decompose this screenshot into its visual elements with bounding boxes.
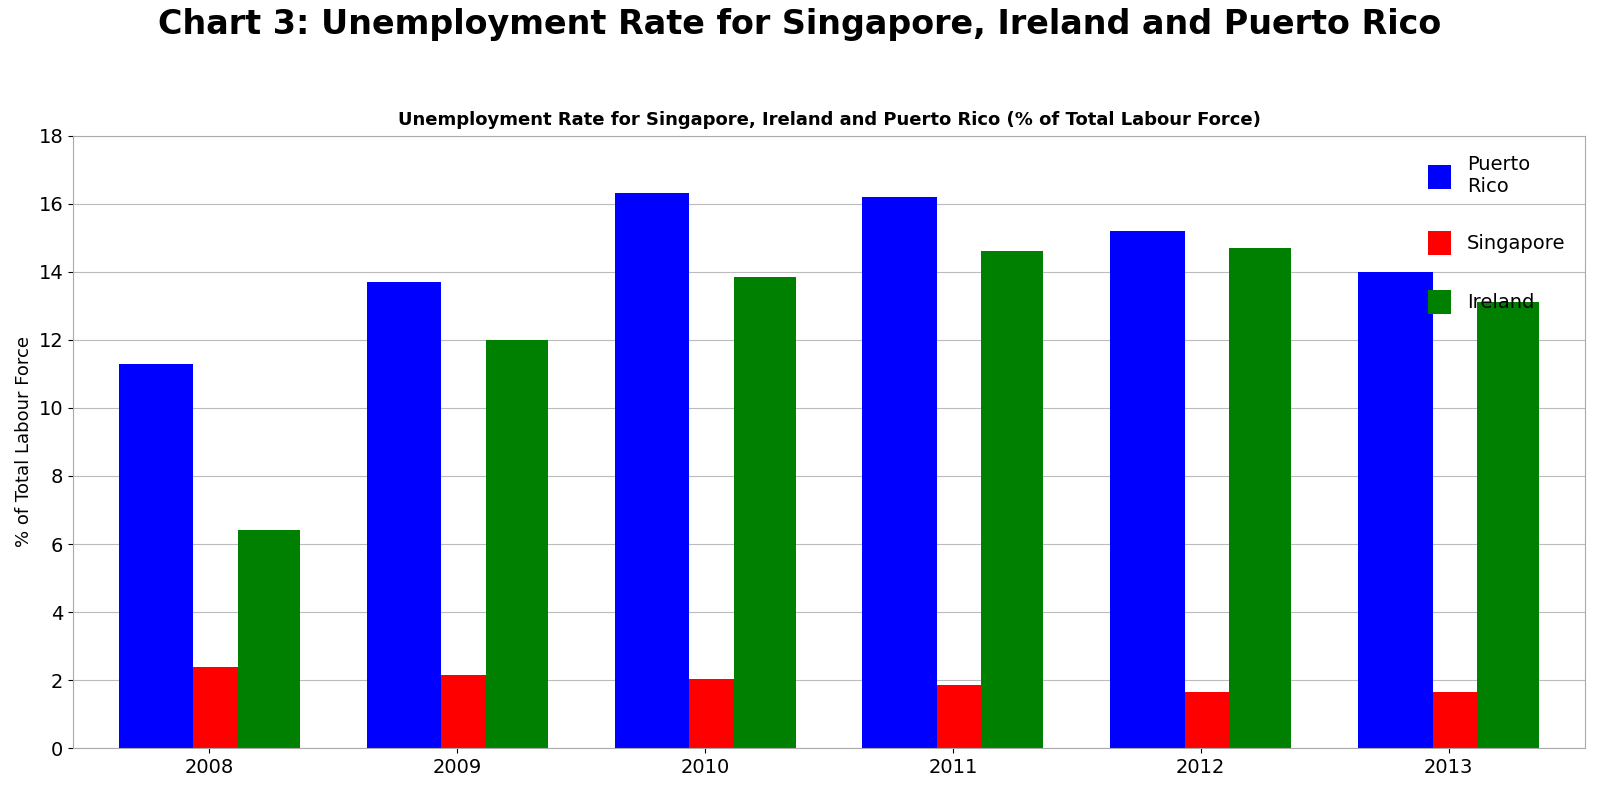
Bar [194,667,238,748]
Bar [118,364,194,748]
Legend: Puerto
Rico, Singapore, Ireland: Puerto Rico, Singapore, Ireland [1419,146,1576,323]
Bar [862,197,938,748]
Bar [238,531,299,748]
Bar [733,277,795,748]
Bar [1358,272,1432,748]
Bar [690,679,733,748]
Bar [981,251,1043,748]
Bar [1184,692,1229,748]
Bar [614,193,690,748]
Y-axis label: % of Total Labour Force: % of Total Labour Force [14,337,34,547]
Text: Chart 3: Unemployment Rate for Singapore, Ireland and Puerto Rico: Chart 3: Unemployment Rate for Singapore… [158,8,1442,41]
Title: Unemployment Rate for Singapore, Ireland and Puerto Rico (% of Total Labour Forc: Unemployment Rate for Singapore, Ireland… [397,111,1261,128]
Bar [938,685,981,748]
Bar [486,340,547,748]
Bar [1229,248,1291,748]
Bar [366,282,442,748]
Bar [442,675,486,748]
Bar [1432,692,1477,748]
Bar [1477,303,1539,748]
Bar [1110,231,1184,748]
